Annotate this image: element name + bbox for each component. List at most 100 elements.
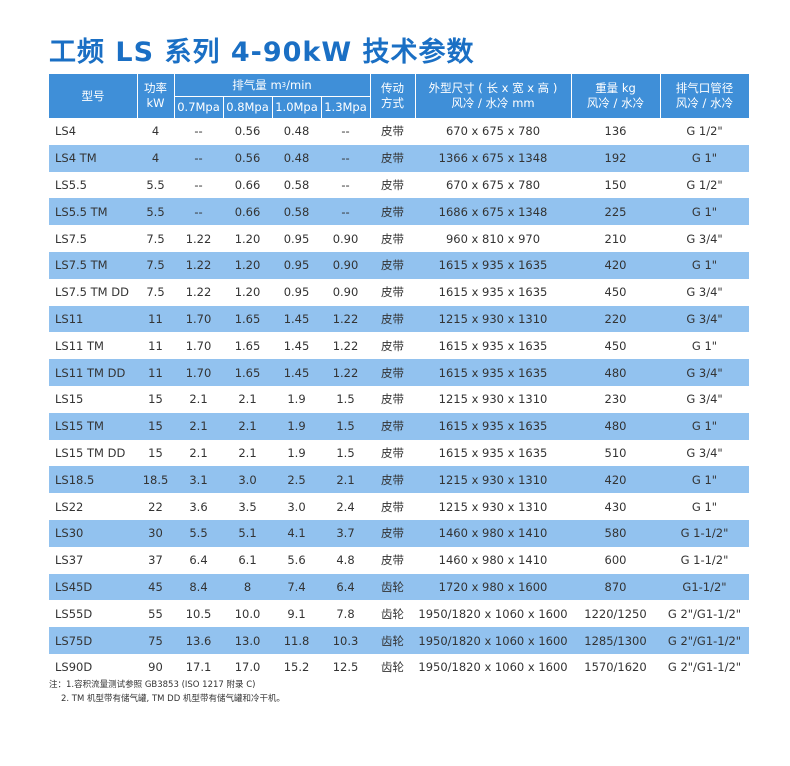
- cell-outlet: G 3/4": [686, 285, 723, 300]
- cell-0-8mpa: 5.1: [238, 526, 257, 541]
- cell-drive: 皮带: [381, 392, 404, 407]
- cell-power: 18.5: [142, 472, 169, 487]
- header-outlet-unit: 风冷 / 水冷: [675, 96, 734, 110]
- cell-outlet: G 1/2": [686, 124, 723, 139]
- cell-0-8mpa: 1.20: [234, 231, 261, 246]
- cell-model: LS45D: [55, 579, 93, 594]
- cell-weight: 450: [604, 285, 627, 300]
- header-p2: 0.8Mpa: [226, 100, 269, 114]
- table-row: LS30 30 5.5 5.1 4.1 3.7 皮带 1460 x 980 x 1410 580…: [49, 519, 749, 547]
- table-row: LS5.5 5.5 -- 0.66 0.58 -- 皮带 670 x 675 x 780 150…: [49, 172, 749, 199]
- cell-1-3mpa: 12.5: [332, 660, 359, 675]
- cell-1-0mpa: 1.9: [287, 445, 306, 460]
- header-displacement: 排气量 m 3/min: [174, 74, 370, 96]
- cell-drive: 皮带: [381, 419, 404, 434]
- table-row: LS5.5 TM 5.5 -- 0.66 0.58 -- 皮带 1686 x 675 x 13…: [49, 198, 749, 226]
- header-outlet: 排气口管径 风冷 / 水冷: [660, 74, 749, 118]
- cell-outlet: G 1": [691, 499, 718, 514]
- cell-power: 11: [148, 365, 163, 380]
- cell-0-8mpa: 2.1: [238, 445, 257, 460]
- table-row: LS4 4 -- 0.56 0.48 -- 皮带 670 x 675 x 780 136 G 1/…: [49, 118, 749, 145]
- cell-drive: 皮带: [381, 204, 404, 219]
- cell-1-3mpa: --: [341, 124, 350, 139]
- cell-drive: 皮带: [381, 526, 404, 541]
- header-model: 型号: [81, 88, 105, 103]
- table-row: LS15 15 2.1 2.1 1.9 1.5 皮带 1215 x 930 x 1310 230…: [49, 386, 749, 413]
- cell-drive: 皮带: [381, 499, 404, 514]
- cell-drive: 皮带: [381, 365, 404, 380]
- cell-outlet: G 3/4": [686, 445, 723, 460]
- cell-0-7mpa: 5.5: [189, 526, 208, 541]
- cell-0-8mpa: 1.65: [234, 311, 261, 326]
- cell-weight: 220: [604, 311, 627, 326]
- cell-weight: 450: [604, 338, 627, 353]
- cell-1-0mpa: 0.95: [283, 231, 310, 246]
- table-row: LS7.5 TM 7.5 1.22 1.20 0.95 0.90 皮带 1615 x 935 …: [49, 251, 749, 279]
- header-displacement-sup: 3: [281, 80, 287, 89]
- cell-1-0mpa: 1.45: [283, 338, 310, 353]
- cell-1-3mpa: --: [341, 204, 350, 219]
- header-drive-label2: 方式: [381, 96, 404, 110]
- cell-drive: 齿轮: [381, 633, 404, 648]
- cell-power: 15: [148, 419, 163, 434]
- cell-1-3mpa: 6.4: [336, 579, 355, 594]
- header-dimensions: 外型尺寸 ( 长 x 宽 x 高 ) 风冷 / 水冷 mm: [415, 74, 571, 118]
- cell-drive: 齿轮: [381, 606, 404, 621]
- cell-power: 30: [148, 526, 163, 541]
- cell-weight: 230: [604, 392, 627, 407]
- cell-power: 37: [148, 553, 163, 568]
- cell-1-0mpa: 9.1: [287, 606, 306, 621]
- cell-outlet: G 1": [691, 204, 718, 219]
- cell-drive: 齿轮: [381, 660, 404, 675]
- table-row: LS7.5 TM DD 7.5 1.22 1.20 0.95 0.90 皮带 1615 x 9…: [49, 279, 749, 306]
- header-weight-label: 重量 kg: [595, 81, 636, 95]
- cell-model: LS15: [55, 392, 84, 407]
- cell-1-3mpa: 1.22: [332, 338, 359, 353]
- cell-1-3mpa: 0.90: [332, 258, 359, 273]
- cell-weight: 225: [604, 204, 627, 219]
- cell-0-8mpa: 0.56: [234, 124, 261, 139]
- cell-outlet: G 3/4": [686, 231, 723, 246]
- cell-1-0mpa: 1.9: [287, 419, 306, 434]
- cell-drive: 皮带: [381, 231, 404, 246]
- table-row: LS11 11 1.70 1.65 1.45 1.22 皮带 1215 x 930 x 131…: [49, 305, 749, 333]
- cell-1-0mpa: 0.48: [283, 124, 310, 139]
- cell-1-3mpa: 1.22: [332, 311, 359, 326]
- cell-dimensions: 1720 x 980 x 1600: [438, 579, 548, 594]
- table-row: LS18.5 18.5 3.1 3.0 2.5 2.1 皮带 1215 x 930 x 131…: [49, 466, 749, 494]
- cell-model: LS22: [55, 499, 84, 514]
- cell-0-7mpa: 1.22: [185, 258, 212, 273]
- cell-0-8mpa: 2.1: [238, 392, 257, 407]
- table-row: LS37 37 6.4 6.1 5.6 4.8 皮带 1460 x 980 x 1410 600…: [49, 547, 749, 574]
- cell-model: LS37: [55, 553, 84, 568]
- cell-outlet: G 1-1/2": [680, 526, 729, 541]
- cell-power: 4: [151, 124, 160, 139]
- header-displacement-unit: /min: [286, 77, 312, 92]
- cell-0-8mpa: 0.56: [234, 151, 261, 166]
- cell-0-7mpa: 10.5: [185, 606, 212, 621]
- cell-weight: 870: [604, 579, 627, 594]
- cell-1-3mpa: --: [341, 177, 350, 192]
- cell-model: LS5.5 TM: [55, 204, 108, 219]
- cell-dimensions: 1215 x 930 x 1310: [438, 311, 548, 326]
- spec-table: 型号 功率 kW 排气量 m 3/min 0.7Mpa 0.8Mpa 1.0Mpa…: [49, 74, 749, 681]
- cell-weight: 600: [604, 553, 627, 568]
- cell-dimensions: 1950/1820 x 1060 x 1600: [418, 660, 568, 675]
- cell-drive: 皮带: [381, 553, 404, 568]
- header-dimensions-unit: 风冷 / 水冷 mm: [451, 96, 535, 110]
- cell-1-3mpa: --: [341, 151, 350, 166]
- cell-dimensions: 670 x 675 x 780: [445, 124, 541, 139]
- cell-1-3mpa: 7.8: [336, 606, 355, 621]
- cell-1-3mpa: 1.22: [332, 365, 359, 380]
- cell-1-0mpa: 4.1: [287, 526, 306, 541]
- cell-0-8mpa: 1.65: [234, 338, 261, 353]
- cell-weight: 136: [604, 124, 627, 139]
- footnote-1: 注：1.容积流量测试参照 GB3853 (ISO 1217 附录 C): [49, 680, 256, 690]
- cell-dimensions: 1686 x 675 x 1348: [438, 204, 548, 219]
- cell-model: LS4 TM: [55, 151, 97, 166]
- cell-1-0mpa: 3.0: [287, 499, 306, 514]
- table-row: LS11 TM DD 11 1.70 1.65 1.45 1.22 皮带 1615 x 935…: [49, 359, 749, 386]
- cell-0-8mpa: 10.0: [234, 606, 261, 621]
- cell-drive: 齿轮: [381, 579, 404, 594]
- header-dimensions-label: 外型尺寸 ( 长 x 宽 x 高 ): [428, 81, 558, 95]
